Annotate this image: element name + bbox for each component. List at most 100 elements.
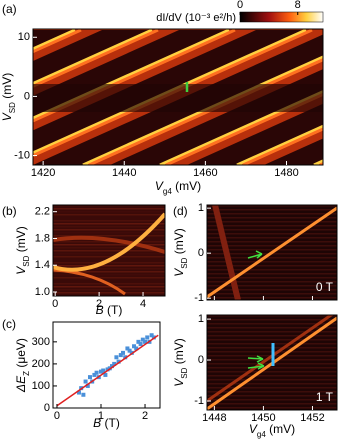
heatmap-texture [53,226,165,228]
heatmap-texture [53,211,165,213]
heatmap-texture [53,271,165,273]
heatmap-texture [207,323,337,325]
x-tick-label: 0 [54,410,60,422]
axis-label: ΔEZ (μeV) [14,338,30,393]
plot-area [53,205,165,296]
data-point [118,353,123,358]
x-tick-label: 2 [96,298,102,310]
colorbar [239,11,324,23]
axis-label-symbol: B [96,303,104,317]
heatmap-dark-band [264,138,323,165]
axis-label: Vg4 (mV) [249,422,295,438]
heatmap-texture [207,399,337,401]
x-tick-label: 1450 [251,412,275,424]
heatmap-texture [207,391,337,393]
axis-label-unit: (T) [101,416,120,430]
heatmap-texture [207,265,337,267]
x-tick-label: 1440 [112,167,136,179]
heatmap-texture [207,371,337,373]
heatmap-texture [207,375,337,377]
y-tick-label: -1 [194,292,204,304]
heatmap-texture [207,285,337,287]
axis-label-symbol: V [172,268,186,277]
axis-label: B (T) [93,416,120,430]
heatmap-texture [53,265,165,267]
data-point [92,372,97,377]
y-tick-label: 0 [44,402,50,414]
panel-label: (d) [173,204,188,218]
axis-label: VSD (mV) [172,228,188,276]
data-point [140,337,145,342]
y-tick-label: 200 [32,358,50,370]
axis-label-symbol: V [0,112,14,121]
heatmap-texture [207,205,337,207]
heatmap-texture [207,331,337,333]
data-point [116,359,121,364]
heatmap-texture [207,319,337,321]
data-point [125,346,130,351]
heatmap-texture [207,403,337,405]
axis-label-unit: (mV) [172,228,186,257]
heatmap-ridge [53,212,165,272]
plot-frame [206,314,338,411]
panel-label: (a) [2,2,17,16]
y-tick-label: 1 [198,313,204,325]
heatmap-texture [207,261,337,263]
data-point [87,375,92,380]
axis-label-symbol: B [93,416,101,430]
heatmap-texture [53,214,165,216]
data-point [145,335,150,340]
y-tick-label: 0 [198,354,204,366]
axis-label-subscript: SD [8,102,17,113]
heatmap-texture [207,289,337,291]
y-tick-label: 10 [18,31,30,43]
plot-frame [206,204,338,301]
x-tick-label: 1 [98,410,104,422]
heatmap-texture [207,281,337,283]
axis-label-subscript: SD [180,367,189,378]
colorbar-tick-label: 0 [237,0,243,11]
axis-label: VSD (mV) [14,226,30,274]
heatmap-texture [53,229,165,231]
axis-label-unit: (mV) [172,338,186,367]
heatmap-texture [53,232,165,234]
heatmap-texture [53,250,165,252]
axis-label-unit: (mV) [0,73,14,102]
heatmap-texture [53,235,165,237]
colorbar-tick-label: 8 [295,0,301,11]
heatmap-texture [207,327,337,329]
y-tick-label: 0 [198,247,204,259]
heatmap-texture [207,233,337,235]
arrow [247,362,265,370]
heatmap-texture [53,292,165,294]
heatmap-texture [207,395,337,397]
plot-frame [32,28,324,166]
heatmap-texture [53,223,165,225]
y-tick-label: 1 [198,202,204,214]
y-tick-label: 1.4 [35,259,50,271]
axis-label-symbol: ΔE [14,375,28,393]
heatmap-texture [53,274,165,276]
plot-background [53,322,160,408]
x-tick-label: 1448 [202,412,226,424]
data-point [127,348,132,353]
axis-label-unit: (μeV) [14,338,28,371]
heatmap-texture [53,247,165,249]
annotation: 0 T [316,280,334,294]
plot-area [53,322,160,408]
axis-label-subscript: g4 [257,430,266,439]
heatmap-texture [207,297,337,299]
data-point [110,364,115,369]
data-point [83,379,88,384]
y-tick-label: 0 [24,90,30,102]
heatmap-texture [53,262,165,264]
heatmap-texture [207,269,337,271]
x-tick-label: 1460 [193,167,217,179]
data-point [76,390,81,395]
y-tick-label: 1.0 [35,286,50,298]
axis-label-symbol: V [249,422,258,436]
data-point [149,333,154,338]
axis-label-subscript: g4 [163,187,172,196]
heatmap-texture [207,339,337,341]
